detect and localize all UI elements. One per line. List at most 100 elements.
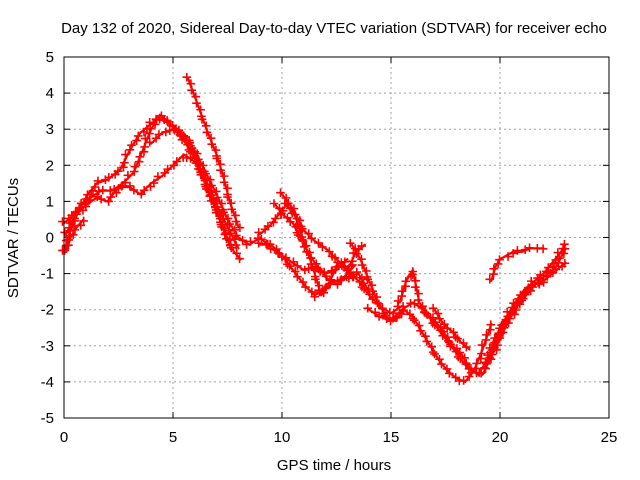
data-point [485, 343, 495, 353]
data-point [202, 128, 212, 137]
data-point [213, 193, 222, 202]
data-point [345, 238, 355, 248]
data-point [125, 181, 135, 191]
data-point [352, 249, 361, 259]
data-point [318, 242, 327, 252]
data-point [283, 199, 293, 208]
data-point [197, 114, 207, 124]
data-point [205, 175, 215, 184]
data-point [560, 239, 569, 249]
data-point [551, 255, 561, 265]
y-tick-label: -2 [41, 302, 54, 319]
data-point [316, 266, 325, 276]
data-point [265, 239, 275, 249]
data-point [65, 218, 75, 228]
data-point [172, 157, 182, 166]
series-line [481, 261, 567, 376]
data-point [348, 260, 357, 270]
series-sat-j [345, 238, 496, 386]
data-point [104, 197, 113, 206]
data-point [526, 276, 536, 286]
data-point [357, 260, 367, 270]
data-point [293, 261, 302, 271]
data-point [298, 277, 308, 287]
data-point [558, 244, 568, 253]
data-point [263, 221, 273, 231]
data-point [72, 209, 81, 219]
data-point [410, 299, 419, 309]
data-point [194, 155, 203, 164]
data-point [295, 216, 305, 225]
data-point [254, 238, 263, 248]
data-point [165, 126, 175, 135]
series-sat-l [393, 267, 476, 373]
data-point [269, 199, 279, 208]
data-point [76, 220, 86, 230]
data-point [435, 354, 444, 364]
data-point [395, 309, 405, 318]
data-point [192, 158, 202, 168]
data-point [442, 364, 452, 374]
data-point [349, 272, 358, 282]
data-point [94, 187, 104, 196]
data-point [476, 368, 486, 378]
data-point [185, 138, 195, 147]
data-point [336, 276, 345, 285]
x-tick-label: 15 [383, 429, 400, 446]
series-sat-o [481, 244, 570, 367]
data-point [238, 236, 247, 245]
data-point [235, 223, 245, 232]
data-point [503, 252, 513, 261]
data-point [430, 349, 439, 359]
data-point [222, 234, 231, 244]
data-point [145, 137, 154, 147]
data-point [370, 308, 380, 317]
data-point [212, 202, 222, 212]
data-point [246, 237, 255, 246]
data-point [132, 136, 141, 145]
y-tick-label: 0 [46, 230, 54, 247]
data-point [485, 275, 495, 284]
data-point [490, 333, 499, 343]
data-point [207, 139, 217, 149]
data-point [272, 244, 281, 254]
data-point [179, 133, 189, 142]
tick-labels: 0 5 10 15 20 25 -5 -4 -3 -2 -1 0 1 2 3 4 5 [41, 49, 618, 446]
x-tick-label: 5 [169, 429, 177, 446]
data-point [219, 208, 228, 217]
data-point [507, 303, 517, 312]
data-point [359, 284, 369, 294]
data-point [212, 154, 222, 163]
data-point [81, 202, 91, 211]
data-point [223, 214, 233, 223]
series-sat-r [60, 216, 88, 255]
series-sat-p [485, 239, 569, 353]
data-point [307, 234, 316, 243]
data-point [368, 286, 377, 296]
data-point [227, 205, 236, 214]
data-point [172, 127, 182, 137]
data-point [207, 181, 216, 190]
data-point [121, 150, 130, 159]
data-point [285, 261, 294, 271]
data-point [307, 287, 317, 297]
data-point [397, 286, 407, 296]
data-point [162, 116, 172, 125]
data-point [314, 285, 323, 295]
series-line [280, 193, 403, 315]
data-point [300, 265, 310, 275]
grid [64, 57, 609, 418]
data-point [416, 326, 425, 336]
data-point [145, 124, 155, 133]
data-point [146, 182, 155, 191]
data-point [161, 127, 171, 137]
series-sat-g [254, 238, 373, 302]
data-point [304, 229, 313, 238]
data-point [459, 376, 468, 385]
data-point [123, 171, 133, 180]
data-point [112, 188, 121, 198]
data-point [96, 194, 106, 204]
data-point [538, 244, 548, 254]
data-point [133, 131, 143, 141]
